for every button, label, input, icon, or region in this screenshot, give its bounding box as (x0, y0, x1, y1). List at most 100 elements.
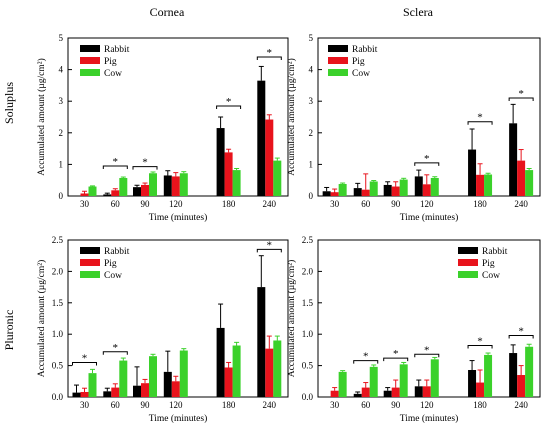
bar-pig (391, 186, 400, 196)
bar-rabbit (353, 188, 362, 196)
x-tick-label: 120 (420, 199, 434, 209)
significance-bracket (72, 361, 97, 366)
bar-rabbit (414, 176, 423, 196)
y-tick-label: 0 (59, 191, 64, 201)
legend-swatch-cow (328, 69, 348, 76)
significance-bracket (102, 351, 128, 355)
bar-cow (484, 354, 493, 397)
row-label-pluronic: Pluronic (2, 310, 16, 351)
y-tick-label: 1 (309, 159, 314, 169)
x-tick-label: 30 (80, 199, 90, 209)
significance-star: * (113, 342, 119, 354)
legend-label-pig: Pig (104, 57, 117, 67)
bar-cow (399, 179, 408, 196)
legend-label-cow: Cow (352, 69, 370, 79)
chart-panel-2: 0.0 0.5 1.0 1.5 2.0 2.5 30 60 90 120 180 240 Time (m… (36, 235, 289, 424)
bar-rabbit (383, 390, 392, 397)
significance-bracket (102, 165, 128, 169)
bar-cow (273, 160, 282, 196)
y-axis-label: Accumulated amount (µg/cm²) (36, 260, 47, 378)
y-tick-label: 1.5 (52, 298, 64, 308)
legend-label-rabbit: Rabbit (482, 247, 508, 257)
bar-cow (179, 350, 188, 397)
legend-label-pig: Pig (104, 259, 117, 269)
bar-cow (525, 346, 534, 397)
bar-rabbit (72, 392, 81, 397)
bar-cow (179, 173, 188, 196)
bar-cow (484, 174, 493, 196)
y-tick-label: 3 (59, 96, 64, 106)
y-axis-label: Accumulated amount (µg/cm²) (286, 58, 297, 176)
legend-swatch-rabbit (458, 247, 478, 254)
bar-cow (525, 170, 534, 196)
legend-label-rabbit: Rabbit (104, 45, 130, 55)
y-tick-label: 1.0 (52, 329, 64, 339)
significance-bracket (256, 248, 282, 253)
y-axis-label: Accumulated amount (µg/cm²) (36, 58, 47, 176)
bar-rabbit (383, 184, 392, 196)
x-tick-label: 60 (111, 199, 121, 209)
x-tick-label: 30 (80, 400, 90, 410)
significance-star: * (82, 352, 88, 364)
significance-bracket (216, 105, 242, 109)
chart-panel-0: 0 1 2 3 4 5 30 60 90 120 180 240 Time (minutes) Accum… (36, 33, 289, 223)
bar-pig (111, 190, 120, 196)
significance-bracket (256, 56, 282, 60)
bar-pig (517, 375, 526, 397)
bar-pig (265, 119, 274, 196)
bar-pig (330, 390, 339, 397)
significance-star: * (267, 239, 273, 251)
legend-swatch-cow (80, 69, 100, 76)
bar-cow (149, 173, 157, 196)
bar-rabbit (133, 385, 141, 397)
significance-bracket (353, 360, 379, 364)
significance-bracket (383, 357, 409, 362)
legend: Rabbit Pig Cow (328, 45, 378, 79)
y-tick-label: 5 (59, 33, 64, 43)
bar-cow (399, 364, 408, 397)
bar-pig (517, 160, 526, 196)
y-tick-label: 0.5 (302, 361, 314, 371)
legend-label-pig: Pig (482, 259, 495, 269)
legend-label-rabbit: Rabbit (104, 247, 130, 257)
legend-label-rabbit: Rabbit (352, 45, 378, 55)
y-tick-label: 3 (309, 96, 314, 106)
significance-star: * (363, 351, 369, 363)
bar-pig (171, 176, 180, 196)
bar-pig (422, 386, 431, 397)
legend-swatch-pig (458, 259, 478, 266)
bar-rabbit (468, 369, 477, 397)
bar-rabbit (353, 393, 362, 397)
x-tick-label: 30 (330, 400, 340, 410)
legend-swatch-cow (458, 271, 478, 278)
x-tick-label: 60 (361, 400, 371, 410)
bar-rabbit (163, 175, 172, 196)
bar-cow (149, 356, 157, 397)
y-tick-label: 0.0 (52, 392, 64, 402)
bar-cow (273, 340, 282, 397)
bar-rabbit (509, 123, 518, 196)
legend: Rabbit Pig Cow (458, 247, 508, 281)
bar-rabbit (257, 287, 266, 397)
bar-cow (338, 183, 347, 196)
column-title-cornea: Cornea (150, 5, 185, 19)
x-tick-label: 30 (330, 199, 340, 209)
y-tick-label: 0 (309, 191, 314, 201)
bar-pig (224, 152, 233, 196)
x-tick-label: 180 (222, 199, 236, 209)
x-tick-label: 90 (391, 199, 401, 209)
bar-rabbit (216, 327, 225, 397)
row-label-soluplus: Soluplus (2, 82, 16, 124)
y-tick-label: 4 (309, 65, 314, 75)
x-tick-label: 90 (391, 400, 401, 410)
significance-bracket (414, 353, 440, 358)
bar-rabbit (216, 128, 225, 196)
bar-pig (224, 367, 233, 397)
x-tick-label: 120 (420, 400, 434, 410)
bar-pig (141, 383, 149, 397)
significance-star: * (477, 336, 483, 348)
bar-pig (361, 189, 370, 196)
y-tick-label: 2.5 (52, 235, 64, 245)
legend-label-cow: Cow (104, 271, 122, 281)
